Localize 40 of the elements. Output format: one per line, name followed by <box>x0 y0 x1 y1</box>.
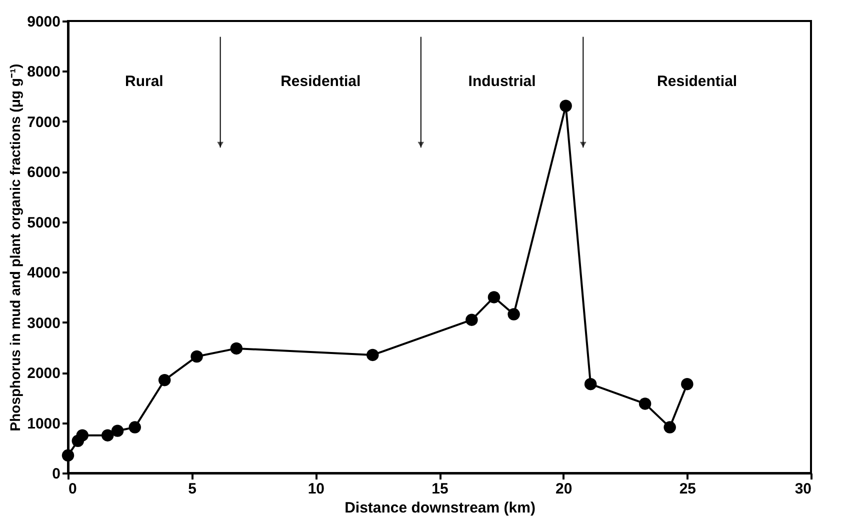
point <box>584 378 597 390</box>
point <box>560 100 572 112</box>
x-tick-label: 10 <box>308 480 325 498</box>
point <box>128 421 141 434</box>
point <box>366 348 379 362</box>
point <box>681 378 694 390</box>
y-tick-label: 0 <box>52 466 60 482</box>
y-tick-label: 9000 <box>27 14 60 30</box>
y-tick-label: 6000 <box>27 164 60 182</box>
y-tick-label: 5000 <box>27 214 60 232</box>
point <box>190 350 203 363</box>
y-tick-label: 3000 <box>27 314 60 332</box>
point <box>111 424 124 437</box>
x-tick-label: 5 <box>188 480 197 498</box>
y-tick-label: 1000 <box>27 415 60 432</box>
x-axis-title: Distance downstream (km) <box>344 500 536 516</box>
point <box>466 314 478 326</box>
point <box>230 342 243 355</box>
point <box>664 421 676 434</box>
annotation: Industrial <box>468 73 536 90</box>
point <box>508 308 520 320</box>
point <box>158 374 171 386</box>
point <box>488 291 500 304</box>
point <box>102 429 114 442</box>
x-tick-label: 15 <box>432 480 448 498</box>
x-tick-label: 20 <box>555 480 572 498</box>
point <box>76 429 88 442</box>
y-axis-title: Phosphorus in mud and plant organic fractions (μg g⁻¹) <box>7 64 24 432</box>
y-tick-label: 7000 <box>27 114 60 131</box>
x-tick-label: 30 <box>794 480 812 498</box>
annotation: Residential <box>280 73 361 90</box>
x-tick-label: 25 <box>679 480 696 498</box>
y-tick-label: 8000 <box>27 64 60 81</box>
point <box>638 398 652 410</box>
y-tick-label: 2000 <box>27 365 60 382</box>
annotation: Residential <box>657 73 738 90</box>
y-tick-label: 4000 <box>27 264 60 282</box>
x-tick-label: 0 <box>68 480 77 498</box>
point <box>62 449 74 462</box>
annotation: Rural <box>124 73 164 90</box>
